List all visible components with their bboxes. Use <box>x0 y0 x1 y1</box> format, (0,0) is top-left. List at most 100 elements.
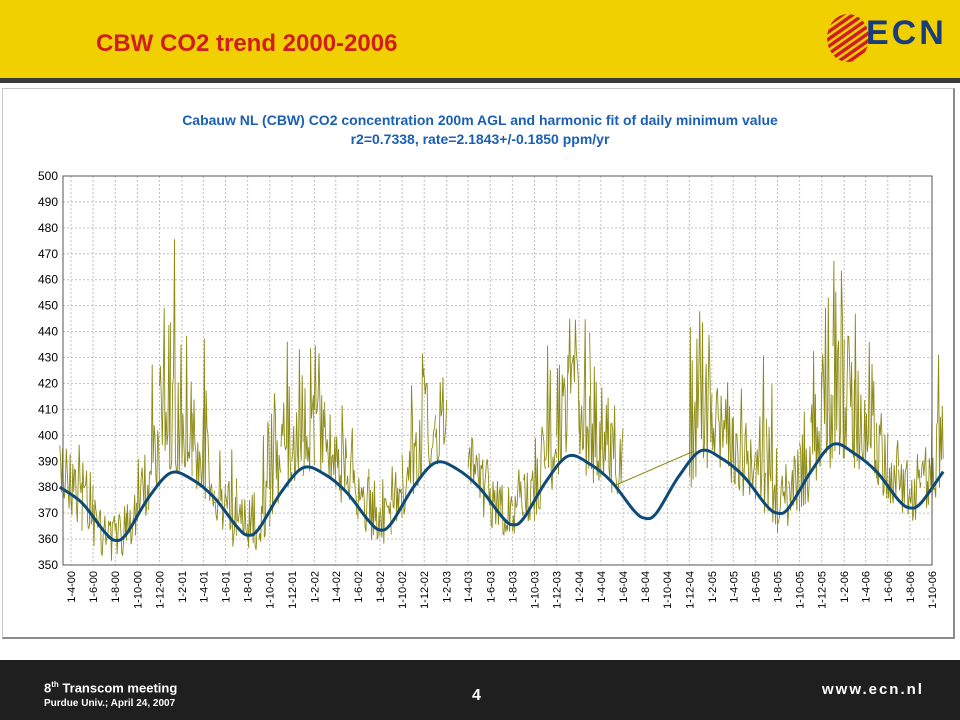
observed-segment <box>401 385 414 515</box>
x-tick-label: 1-4-04 <box>596 571 608 603</box>
observed-segment <box>103 515 116 561</box>
observed-segment <box>280 341 293 487</box>
observed-segment <box>379 479 392 544</box>
observed-segment <box>777 464 790 527</box>
x-tick-label: 1-12-03 <box>552 571 564 609</box>
observed-segment <box>324 402 337 488</box>
slide-title: CBW CO2 trend 2000-2006 <box>96 30 398 57</box>
observed-segment <box>511 469 525 534</box>
observed-segment <box>765 384 778 533</box>
x-tick-label: 1-8-00 <box>110 571 122 603</box>
observed-segment <box>412 353 425 494</box>
harmonic-fit-line <box>58 442 945 543</box>
observed-segment <box>81 462 94 531</box>
x-tick-label: 1-12-04 <box>684 571 696 609</box>
chart-title: Cabauw NL (CBW) CO2 concentration 200m A… <box>182 112 778 128</box>
observed-segment <box>711 387 723 468</box>
x-tick-label: 1-6-03 <box>485 571 497 603</box>
observed-segment <box>390 466 403 522</box>
observed-segment <box>589 332 602 484</box>
x-tick-label: 1-10-03 <box>530 571 542 609</box>
page-number: 4 <box>472 687 481 704</box>
x-tick-label: 1-4-06 <box>861 571 873 603</box>
observed-segment <box>788 449 801 512</box>
observed-co2-series <box>59 239 944 561</box>
x-tick-label: 1-8-03 <box>507 571 519 603</box>
observed-segment <box>489 481 502 529</box>
y-tick-label: 410 <box>38 402 58 416</box>
y-tick-label: 350 <box>38 558 58 572</box>
observed-segment <box>478 453 491 518</box>
chart-subtitle: r2=0.7338, rate=2.1843+/-0.1850 ppm/yr <box>350 131 610 147</box>
x-tick-label: 1-6-01 <box>221 571 233 603</box>
observed-segment <box>832 260 845 459</box>
ecn-logo-emblem-icon <box>827 14 869 62</box>
y-tick-label: 490 <box>38 195 58 209</box>
x-tick-label: 1-10-01 <box>265 571 277 609</box>
observed-segment <box>810 351 823 481</box>
observed-segment <box>258 421 271 542</box>
x-tick-label: 1-10-04 <box>662 571 674 609</box>
observed-segment <box>578 319 591 476</box>
y-tick-label: 360 <box>38 532 58 546</box>
y-tick-label: 460 <box>38 273 58 287</box>
x-tick-label: 1-12-05 <box>817 571 829 609</box>
x-tick-label: 1-4-02 <box>331 571 343 603</box>
title-bar <box>0 0 960 78</box>
footer: 8th Transcom meeting Purdue Univ.; April… <box>0 660 960 720</box>
ecn-logo-text: ECN <box>866 14 947 52</box>
ecn-logo: ECN <box>826 8 956 64</box>
observed-segment <box>114 506 127 557</box>
x-tick-label: 1-10-00 <box>132 571 144 609</box>
observed-segment <box>732 388 745 497</box>
x-tick-label: 1-12-01 <box>287 571 299 609</box>
observed-segment <box>368 468 381 540</box>
x-tick-label: 1-8-04 <box>640 571 652 603</box>
co2-trend-chart: 350 360 370 380 390 400 410 420 430 440 450 460 470 4… <box>38 169 945 609</box>
observed-segment <box>70 444 83 523</box>
x-tick-label: 1-8-06 <box>905 571 917 603</box>
plot-border <box>62 175 933 566</box>
observed-segment <box>931 354 944 506</box>
x-tick-label: 1-4-00 <box>66 571 78 603</box>
observed-segment <box>898 459 911 515</box>
y-tick-label: 400 <box>38 428 58 442</box>
y-tick-label: 450 <box>38 299 58 313</box>
x-tick-label: 1-4-01 <box>198 571 210 603</box>
x-tick-label: 1-10-06 <box>927 571 939 609</box>
y-tick-label: 470 <box>38 247 58 261</box>
observed-segment <box>853 313 867 470</box>
observed-segment <box>181 335 193 476</box>
observed-segment <box>435 377 448 465</box>
observed-segment <box>235 478 249 540</box>
observed-segment <box>170 239 183 474</box>
observed-segment <box>865 342 877 479</box>
x-tick-label: 1-10-02 <box>397 571 409 609</box>
x-tick-label: 1-2-06 <box>839 571 851 603</box>
observed-segment <box>799 411 812 507</box>
observed-segment <box>743 422 756 495</box>
y-tick-label: 380 <box>38 480 58 494</box>
y-tick-label: 480 <box>38 221 58 235</box>
website-link[interactable]: www.ecn.nl <box>822 681 924 698</box>
y-tick-label: 370 <box>38 506 58 520</box>
observed-segment <box>291 349 304 481</box>
observed-segment <box>534 426 547 515</box>
y-tick-label: 430 <box>38 351 58 365</box>
observed-segment <box>700 322 713 469</box>
observed-segment <box>59 445 72 509</box>
gap-connector-line <box>616 450 695 486</box>
x-tick-label: 1-2-01 <box>177 571 189 603</box>
y-tick-label: 500 <box>38 169 58 183</box>
y-tick-label: 440 <box>38 325 58 339</box>
footer-meeting: 8th Transcom meeting <box>44 680 177 695</box>
x-tick-label: 1-4-05 <box>728 571 740 603</box>
observed-segment <box>159 307 172 470</box>
x-tick-label: 1-12-00 <box>154 571 166 609</box>
x-tick-label: 1-6-05 <box>750 571 762 603</box>
observed-segment <box>688 311 702 488</box>
x-tick-label: 1-2-03 <box>442 571 454 603</box>
x-tick-label: 1-2-02 <box>309 571 321 603</box>
footer-meeting-number: 8 <box>44 680 52 696</box>
x-tick-label: 1-8-01 <box>243 571 255 603</box>
